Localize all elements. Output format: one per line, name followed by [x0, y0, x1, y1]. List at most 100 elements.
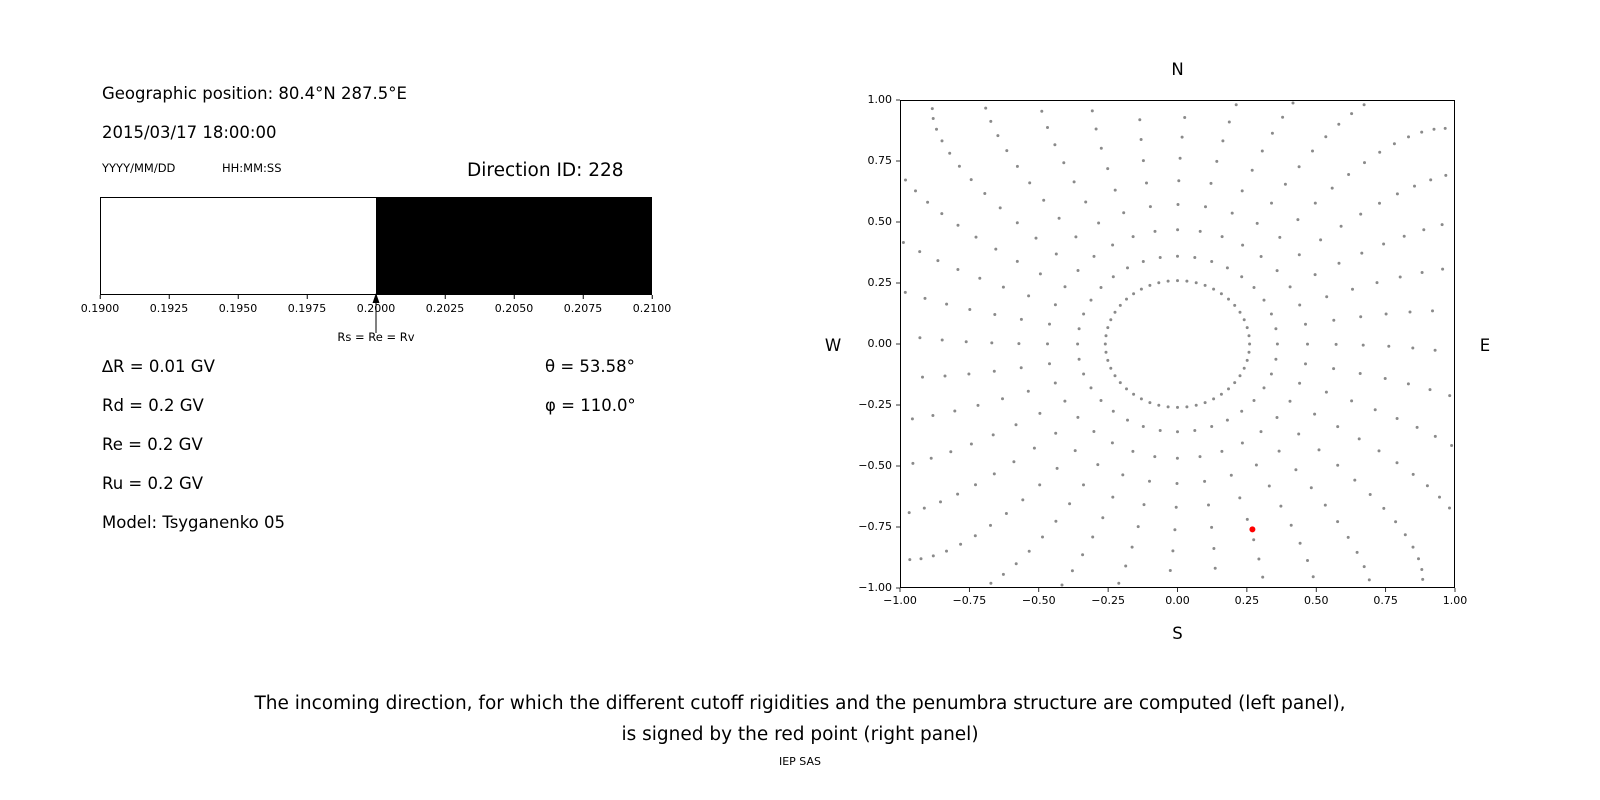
direction-dot [1099, 146, 1103, 150]
direction-dot [1283, 182, 1287, 186]
direction-dot [1297, 432, 1301, 436]
direction-dot [1448, 394, 1452, 398]
direction-dot [1242, 318, 1246, 322]
direction-dot [1193, 429, 1197, 432]
compass-south-label: S [1172, 624, 1183, 643]
direction-dot [1113, 188, 1117, 192]
direction-dot [1221, 139, 1225, 143]
direction-dot [1207, 503, 1210, 507]
selected-direction-dot [1249, 526, 1256, 533]
tick-label: 0.2100 [632, 301, 672, 315]
direction-dot [1309, 486, 1313, 490]
direction-dot [1176, 228, 1180, 232]
direction-dot [1153, 229, 1157, 233]
direction-dot [1431, 309, 1434, 313]
direction-dot [1444, 173, 1448, 177]
direction-dot [1362, 565, 1366, 569]
direction-dot [1121, 473, 1125, 477]
direction-dot [978, 276, 982, 280]
direction-dot [1267, 484, 1271, 488]
direction-dot [1306, 559, 1309, 562]
penumbra-band [376, 198, 651, 294]
direction-dot [1014, 562, 1018, 566]
direction-dot [940, 139, 944, 143]
direction-dot [1054, 519, 1058, 523]
direction-dot [1355, 550, 1359, 554]
direction-dot [1174, 505, 1178, 509]
direction-dot [1213, 566, 1217, 570]
y-tick-label: 0.00 [867, 337, 893, 350]
direction-dot [1125, 387, 1128, 391]
direction-dot [1126, 266, 1129, 270]
direction-dot [1261, 575, 1265, 579]
direction-dot [1153, 455, 1157, 459]
direction-dot [1130, 545, 1134, 549]
direction-dot [1176, 203, 1180, 206]
theta-value: θ = 53.58° [545, 357, 635, 376]
direction-dot [1245, 517, 1249, 521]
direction-dot [1304, 362, 1307, 366]
direction-dot [1259, 430, 1263, 434]
direction-dot [1158, 256, 1162, 259]
x-tick-label: −0.25 [1091, 594, 1125, 607]
direction-dot [1278, 235, 1282, 239]
direction-dot [1274, 357, 1278, 361]
direction-dot [922, 506, 926, 510]
direction-dot [1373, 408, 1377, 412]
direction-dot [1210, 425, 1214, 428]
tick-label: 0.2075 [563, 301, 603, 315]
direction-dot [1203, 401, 1207, 405]
direction-dot [1171, 549, 1175, 553]
direction-dot [1433, 434, 1437, 438]
direction-dot [1336, 463, 1340, 467]
direction-dot [1148, 283, 1152, 287]
direction-dot [1089, 386, 1093, 390]
direction-dot [1407, 135, 1410, 139]
direction-dot [1091, 535, 1095, 539]
direction-dot [1270, 131, 1274, 135]
rd-value: Rd = 0.2 GV [102, 396, 204, 415]
direction-dot [1176, 405, 1179, 409]
direction-dot [1148, 479, 1151, 483]
direction-dot [1311, 575, 1315, 579]
direction-dot [1180, 135, 1184, 139]
direction-dot [1219, 392, 1223, 396]
tick-mark [582, 295, 584, 299]
direction-dot [1166, 405, 1170, 409]
compass-west-label: W [824, 336, 842, 355]
rigidity-marker-label: Rs = Re = Rv [337, 330, 415, 344]
direction-dot [974, 483, 977, 487]
direction-dot [1382, 242, 1386, 246]
figure-caption: The incoming direction, for which the di… [0, 688, 1600, 750]
scatter-x-axis: −1.00 −0.75 −0.50 −0.25 0.00 0.25 0.50 0.75 1.00 [883, 594, 1467, 610]
direction-dot [1096, 463, 1100, 467]
direction-dot [1395, 417, 1399, 420]
direction-dot [1027, 294, 1031, 298]
direction-dot [1250, 168, 1254, 172]
direction-dot [1443, 126, 1447, 130]
direction-dot [919, 557, 923, 561]
scatter-y-axis: 1.00 0.75 0.50 0.25 0.00 −0.25 −0.50 −0.75 −1.00 [832, 93, 893, 594]
direction-dot [953, 409, 957, 413]
direction-dot [1336, 520, 1340, 524]
direction-dot [1111, 275, 1115, 279]
direction-dot [1118, 303, 1122, 307]
direction-dot [908, 558, 912, 562]
direction-dot [1415, 425, 1419, 429]
direction-dot [1337, 122, 1341, 126]
direction-dot [1126, 418, 1129, 422]
direction-dot [1317, 448, 1321, 452]
direction-dot [1034, 236, 1038, 240]
direction-dot [1359, 315, 1363, 319]
direction-dot [1099, 399, 1103, 402]
direction-dot [1421, 577, 1425, 581]
direction-dot [1077, 327, 1081, 331]
direction-dot [1383, 377, 1387, 380]
direction-dot [1432, 127, 1436, 131]
direction-dot [1288, 285, 1292, 289]
penumbra-tick: 0.1925 [150, 295, 188, 315]
direction-dot [1074, 235, 1078, 239]
direction-dot [1012, 460, 1016, 464]
direction-dot [936, 259, 940, 263]
direction-dot [911, 461, 915, 465]
